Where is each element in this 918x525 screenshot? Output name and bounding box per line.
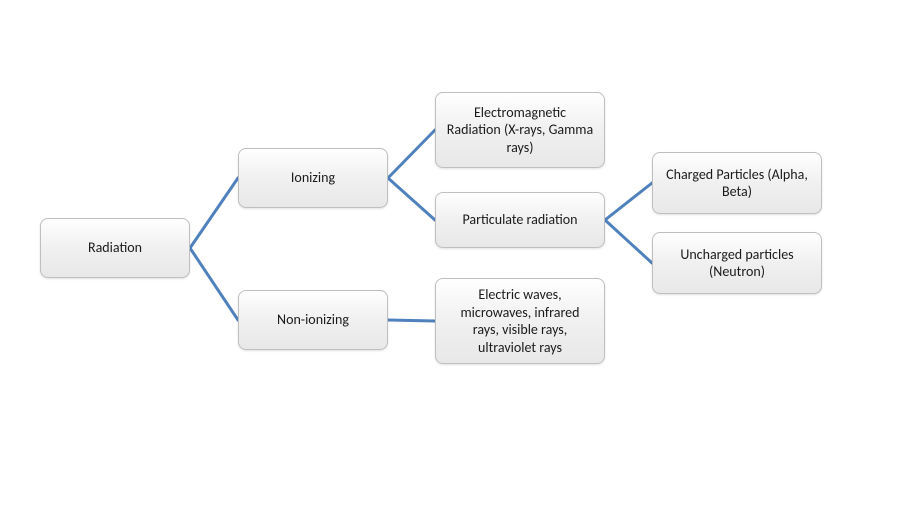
- node-charged-particles: Charged Particles (Alpha, Beta): [652, 152, 822, 214]
- node-electromagnetic: Electromagnetic Radiation (X-rays, Gamma…: [435, 92, 605, 168]
- node-ionizing: Ionizing: [238, 148, 388, 208]
- node-particulate: Particulate radiation: [435, 192, 605, 248]
- node-nonionizing-examples: Electric waves, microwaves, infrared ray…: [435, 278, 605, 364]
- node-uncharged-particles: Uncharged particles (Neutron): [652, 232, 822, 294]
- node-radiation: Radiation: [40, 218, 190, 278]
- node-nonionizing: Non-ionizing: [238, 290, 388, 350]
